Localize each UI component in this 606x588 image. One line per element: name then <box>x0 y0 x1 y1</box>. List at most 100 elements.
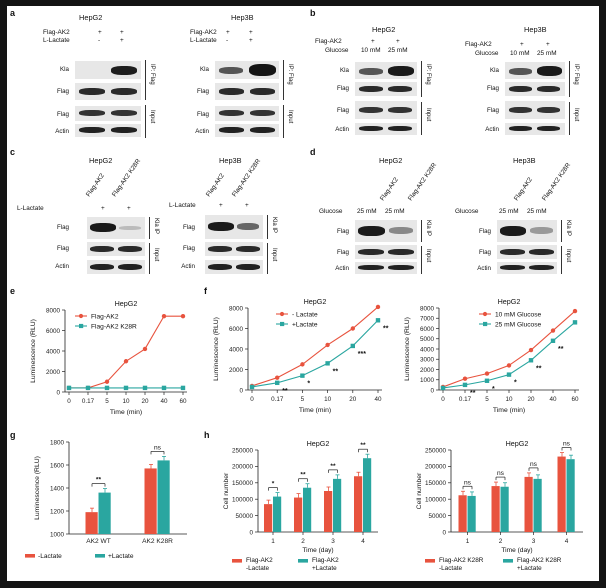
legend-swatch <box>25 554 35 558</box>
y-tick-label: 8000 <box>420 305 435 312</box>
bar <box>303 487 312 532</box>
series-line <box>251 319 379 388</box>
panel-b-v: 10 mM <box>510 50 530 57</box>
bar <box>144 468 157 534</box>
panel-a-v: + <box>120 37 124 44</box>
panel-b-hepg2-title: HepG2 <box>372 25 396 34</box>
y-tick-label: 200000 <box>425 464 447 471</box>
bracket <box>149 243 150 274</box>
bracket <box>283 60 284 100</box>
y-tick-label: 1200 <box>50 508 65 515</box>
western-blot <box>87 217 145 239</box>
legend-swatch <box>95 554 105 558</box>
x-tick-label: 2 <box>499 538 503 545</box>
bracket <box>561 220 562 242</box>
significance-mark: ** <box>330 463 336 470</box>
western-blot <box>355 245 417 259</box>
data-point <box>104 385 110 391</box>
bar <box>98 492 111 534</box>
x-tick-label: 3 <box>331 538 335 545</box>
x-tick-label: 1 <box>466 538 470 545</box>
bar <box>467 495 476 532</box>
blot-label: Kla <box>60 66 69 73</box>
western-blot <box>75 124 141 137</box>
x-axis-title: Time (day) <box>501 547 532 554</box>
significance-mark: ** <box>300 472 306 479</box>
significance-mark: ** <box>360 442 366 449</box>
y-tick-label: 150000 <box>232 480 254 487</box>
x-tick-label: 0 <box>250 396 254 403</box>
bar <box>354 476 363 532</box>
panel-b-label: b <box>310 8 316 18</box>
y-axis-title: Luminescence (RLU) <box>213 317 220 381</box>
data-point <box>528 358 534 363</box>
y-tick-label: 1000 <box>50 531 65 538</box>
data-point <box>66 385 72 391</box>
x-tick-label: 10 <box>505 396 513 403</box>
bracket <box>421 61 422 97</box>
x-axis-title: Time (min) <box>493 407 525 414</box>
blot-label: Actin <box>181 263 195 270</box>
chart-h1-svg: 0 50000 100000 150000 200000 250000 HepG2 Cell … <box>223 439 378 572</box>
data-point <box>550 338 556 343</box>
bracket <box>569 102 570 135</box>
blot-label: Actin <box>335 126 349 133</box>
y-tick-label: 1000 <box>420 377 435 384</box>
data-point <box>350 326 355 331</box>
legend-label: Flag-AK2 <box>91 313 119 320</box>
legend-label: 10 mM Glucose <box>495 311 542 318</box>
western-blot <box>75 61 141 79</box>
ip-flag-label: IP: Flag <box>149 64 155 85</box>
x-axis-title: Time (min) <box>299 407 331 414</box>
panel-a-v: + <box>98 29 102 36</box>
blot-label: Actin <box>477 265 491 272</box>
blot-label: Flag <box>486 85 499 92</box>
bracket <box>421 102 422 135</box>
data-point <box>325 361 330 366</box>
western-blot <box>497 262 557 274</box>
legend-marker <box>279 311 285 317</box>
legend-label: Flag-AK2 K28R <box>439 557 484 564</box>
y-tick-label: 50000 <box>235 513 253 520</box>
input-label: Input <box>425 249 431 263</box>
legend-label: Flag-AK2 <box>312 557 339 564</box>
panel-a-row1-label-2: Flag-AK2 <box>190 29 217 36</box>
blot-label: Flag <box>336 249 349 256</box>
panel-b-v: + <box>396 38 400 45</box>
significance-mark: * <box>272 481 275 488</box>
y-tick-label: 0 <box>56 389 60 396</box>
blot-label: Flag <box>196 88 209 95</box>
data-point <box>85 385 91 391</box>
blot-label: Flag <box>56 245 69 252</box>
chart-f2-svg: 0 1000 2000 3000 4000 5000 6000 7000 8000 HepG2 Lu… <box>404 297 579 414</box>
bracket <box>561 246 562 274</box>
y-tick-label: 4000 <box>46 348 61 355</box>
legend-label: Flag-AK2 <box>246 557 273 564</box>
ip-flag-label: IP: Flag <box>287 64 293 85</box>
legend-label: -Lactate <box>38 553 62 560</box>
panel-d-label: d <box>310 147 316 157</box>
y-tick-label: 1400 <box>50 485 65 492</box>
x-tick-label: 60 <box>571 396 579 403</box>
data-point <box>506 372 512 377</box>
bracket <box>283 105 284 138</box>
significance-mark: ** <box>333 368 339 375</box>
y-tick-label: 0 <box>239 387 243 394</box>
significance-mark: ** <box>470 390 476 397</box>
blot-label: Actin <box>55 128 69 135</box>
panel-d-v: 25 mM <box>385 208 405 215</box>
legend-swatch <box>503 559 513 563</box>
legend-label: +Lactate <box>517 565 542 572</box>
bar <box>273 496 282 532</box>
chart-title: HepG2 <box>115 299 138 308</box>
significance-mark: ns <box>563 441 571 448</box>
bar <box>566 459 575 532</box>
panel-a-v: - <box>226 37 229 44</box>
blot-label: Flag <box>182 224 195 231</box>
legend-label: - Lactate <box>292 311 318 318</box>
blot-label: Flag <box>336 85 349 92</box>
blot-label: Actin <box>55 263 69 270</box>
significance-mark: ns <box>530 461 538 468</box>
data-point <box>123 359 129 364</box>
legend-label: Flag-AK2 K28R <box>91 323 137 330</box>
